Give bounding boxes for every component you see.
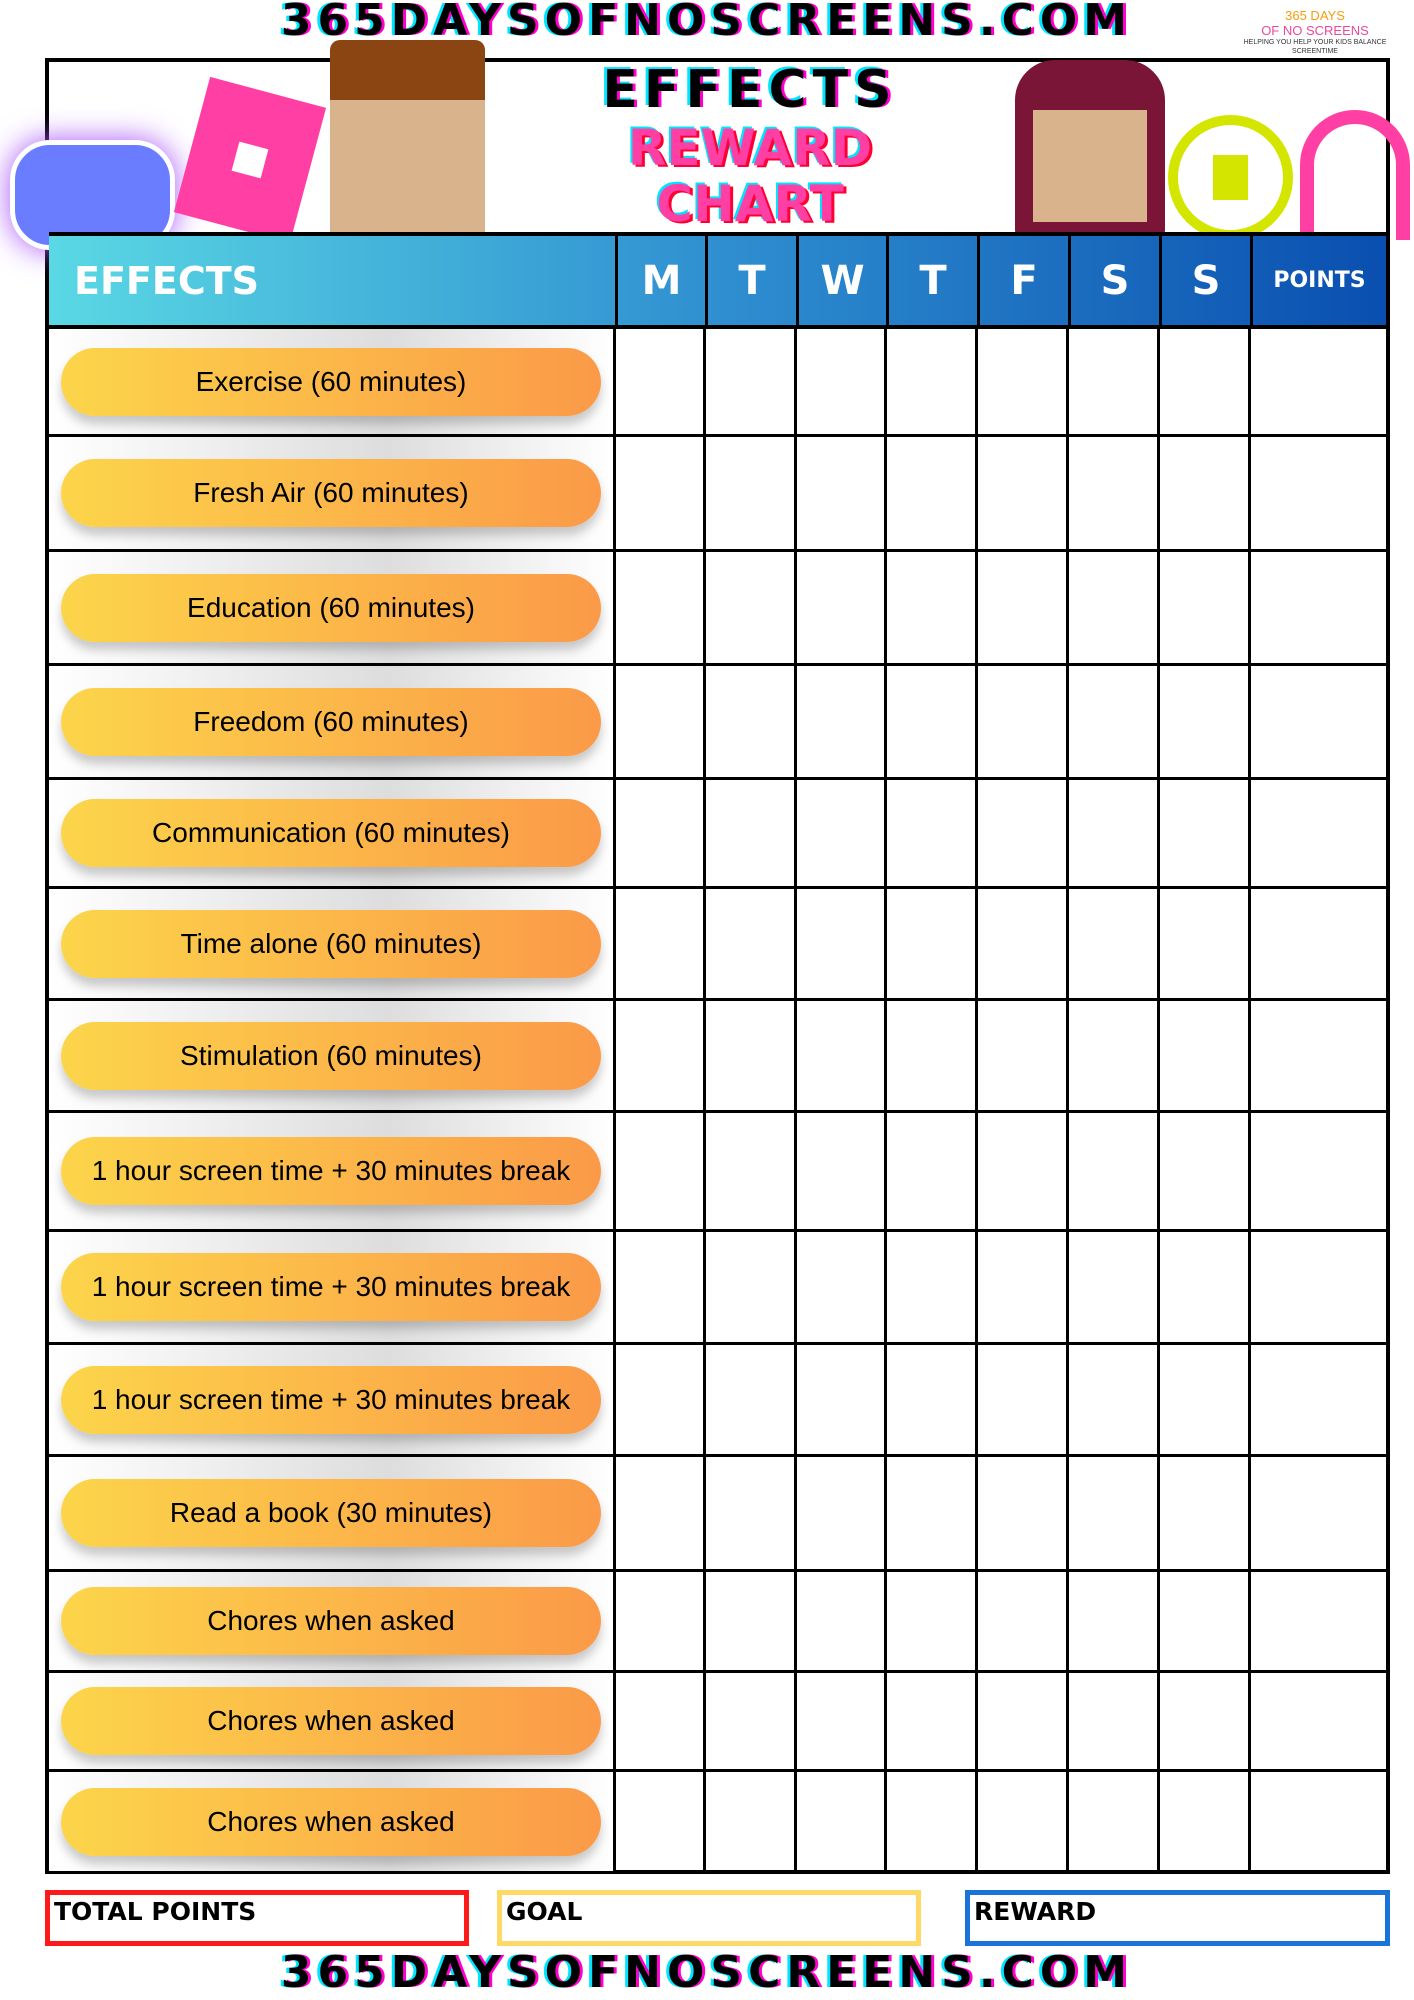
effect-pill: Read a book (30 minutes): [61, 1479, 601, 1547]
effect-pill: Exercise (60 minutes): [61, 347, 601, 416]
effect-pill: 1 hour screen time + 30 minutes break: [61, 1253, 601, 1321]
table-row: Exercise (60 minutes): [49, 329, 1386, 437]
column-divider: [1066, 329, 1069, 1874]
table-row: Freedom (60 minutes): [49, 666, 1386, 780]
row-label-cell: Freedom (60 minutes): [49, 666, 615, 777]
goal-box[interactable]: GOAL: [497, 1890, 921, 1946]
column-divider: [1157, 329, 1160, 1874]
table-row: Communication (60 minutes): [49, 780, 1386, 889]
effect-pill: 1 hour screen time + 30 minutes break: [61, 1365, 601, 1434]
header-day: F: [977, 236, 1068, 325]
effect-pill: Time alone (60 minutes): [61, 909, 601, 978]
title-chart: CHART: [656, 175, 844, 233]
column-divider: [703, 329, 706, 1874]
headphones-icon: [1300, 110, 1410, 240]
effect-pill: Fresh Air (60 minutes): [61, 459, 601, 527]
effect-pill: Chores when asked: [61, 1687, 601, 1755]
effect-pill: Stimulation (60 minutes): [61, 1021, 601, 1090]
header-day: M: [615, 236, 705, 325]
header-day: W: [796, 236, 886, 325]
column-divider: [1248, 329, 1251, 1874]
header-day: S: [1068, 236, 1159, 325]
header-day: T: [886, 236, 977, 325]
row-label-cell: Exercise (60 minutes): [49, 329, 615, 434]
row-label-cell: Education (60 minutes): [49, 552, 615, 663]
column-divider: [794, 329, 797, 1874]
row-label-cell: 1 hour screen time + 30 minutes break: [49, 1232, 615, 1342]
header-effects: EFFECTS: [74, 258, 260, 303]
table-row: Stimulation (60 minutes): [49, 1001, 1386, 1113]
table-row: Chores when asked: [49, 1772, 1386, 1874]
row-label-cell: Stimulation (60 minutes): [49, 1001, 615, 1110]
logo-line2: OF NO SCREENS: [1261, 23, 1369, 38]
table-row: 1 hour screen time + 30 minutes break: [49, 1345, 1386, 1457]
table-row: 1 hour screen time + 30 minutes break: [49, 1113, 1386, 1232]
title-effects: EFFECTS: [602, 60, 898, 120]
title-reward-chart: REWARD CHART: [480, 120, 1020, 232]
title-reward: REWARD: [627, 119, 873, 177]
girl-avatar-icon: [1015, 60, 1165, 240]
header-points: POINTS: [1250, 236, 1386, 325]
logo-line1: 365 DAYS: [1285, 8, 1345, 23]
brand-logo: 365 DAYS OF NO SCREENS HELPING YOU HELP …: [1240, 8, 1390, 58]
chart-grid: Exercise (60 minutes) Fresh Air (60 minut…: [49, 329, 1386, 1874]
table-row: Chores when asked: [49, 1673, 1386, 1772]
row-label-cell: Communication (60 minutes): [49, 780, 615, 886]
effect-pill: Chores when asked: [61, 1787, 601, 1856]
row-label-cell: Time alone (60 minutes): [49, 889, 615, 998]
column-divider: [613, 329, 616, 1874]
site-url-header: 365DAYSOFNOSCREENS.COM: [280, 0, 1134, 46]
table-header: EFFECTS M T W T F S S POINTS: [49, 232, 1386, 329]
table-row: Chores when asked: [49, 1572, 1386, 1673]
row-label-cell: 1 hour screen time + 30 minutes break: [49, 1345, 615, 1454]
row-label-cell: Read a book (30 minutes): [49, 1457, 615, 1569]
effect-pill: Communication (60 minutes): [61, 799, 601, 867]
reward-box[interactable]: REWARD: [965, 1890, 1390, 1946]
row-label-cell: Fresh Air (60 minutes): [49, 437, 615, 549]
column-divider: [884, 329, 887, 1874]
header-day: T: [705, 236, 796, 325]
table-row: Time alone (60 minutes): [49, 889, 1386, 1001]
row-label-cell: Chores when asked: [49, 1673, 615, 1769]
row-label-cell: Chores when asked: [49, 1572, 615, 1670]
column-divider: [975, 329, 978, 1874]
table-row: Fresh Air (60 minutes): [49, 437, 1386, 552]
table-row: 1 hour screen time + 30 minutes break: [49, 1232, 1386, 1345]
logo-tagline: HELPING YOU HELP YOUR KIDS BALANCE SCREE…: [1243, 39, 1387, 55]
header-day: S: [1159, 236, 1250, 325]
effect-pill: Education (60 minutes): [61, 573, 601, 642]
robux-coin-icon: [1168, 115, 1293, 240]
total-points-box[interactable]: TOTAL POINTS: [45, 1890, 469, 1946]
row-label-cell: Chores when asked: [49, 1772, 615, 1871]
effect-pill: 1 hour screen time + 30 minutes break: [61, 1137, 601, 1205]
site-url-footer: 365DAYSOFNOSCREENS.COM: [280, 1947, 1134, 1998]
effect-pill: Freedom (60 minutes): [61, 687, 601, 756]
effect-pill: Chores when asked: [61, 1587, 601, 1655]
table-row: Education (60 minutes): [49, 552, 1386, 666]
table-row: Read a book (30 minutes): [49, 1457, 1386, 1572]
row-label-cell: 1 hour screen time + 30 minutes break: [49, 1113, 615, 1229]
boy-avatar-icon: [330, 40, 485, 245]
